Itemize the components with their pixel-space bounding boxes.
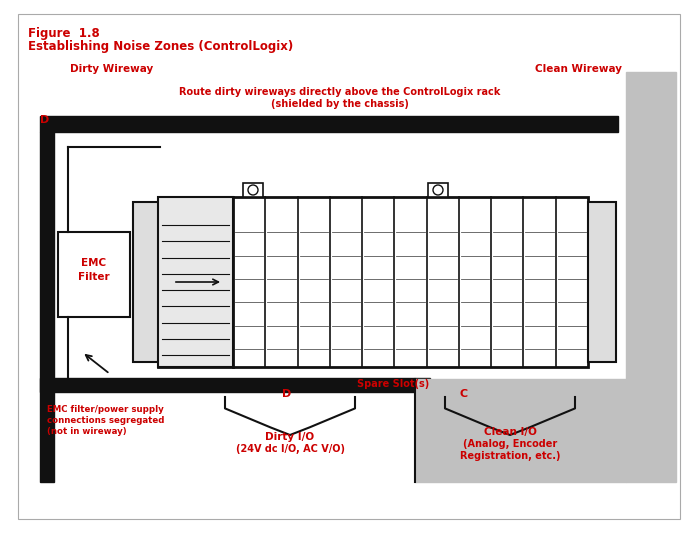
Bar (415, 379, 626, 482)
Bar (588, 202, 616, 362)
Text: Dirty Wireway: Dirty Wireway (70, 64, 153, 74)
Text: Spare Slot(s): Spare Slot(s) (356, 379, 429, 389)
Text: C: C (460, 389, 468, 399)
Bar (158, 197, 233, 367)
Text: D: D (281, 389, 291, 399)
Text: (not in wireway): (not in wireway) (47, 427, 127, 436)
Text: (Analog, Encoder: (Analog, Encoder (463, 439, 557, 449)
Bar (243, 183, 263, 197)
Text: Figure  1.8: Figure 1.8 (28, 27, 99, 40)
Text: (24V dc I/O, AC V/O): (24V dc I/O, AC V/O) (235, 444, 344, 454)
Text: Clean Wireway: Clean Wireway (535, 64, 622, 74)
Text: Dirty I/O: Dirty I/O (265, 432, 314, 442)
Bar (626, 72, 676, 482)
Text: D: D (40, 115, 49, 125)
Bar (40, 116, 618, 132)
Text: Clean I/O: Clean I/O (484, 427, 536, 437)
Text: (shielded by the chassis): (shielded by the chassis) (271, 99, 409, 109)
Text: EMC filter/power supply: EMC filter/power supply (47, 405, 164, 414)
Bar (58, 232, 130, 317)
Text: Registration, etc.): Registration, etc.) (460, 451, 560, 461)
Text: EMC
Filter: EMC Filter (78, 258, 110, 281)
Bar (40, 378, 430, 392)
Bar (428, 183, 448, 197)
Text: Route dirty wireways directly above the ControlLogix rack: Route dirty wireways directly above the … (179, 87, 500, 97)
Bar (158, 197, 588, 367)
Text: Establishing Noise Zones (ControlLogix): Establishing Noise Zones (ControlLogix) (28, 40, 293, 53)
Bar (133, 202, 163, 362)
Bar (40, 132, 54, 482)
Text: connections segregated: connections segregated (47, 416, 164, 425)
